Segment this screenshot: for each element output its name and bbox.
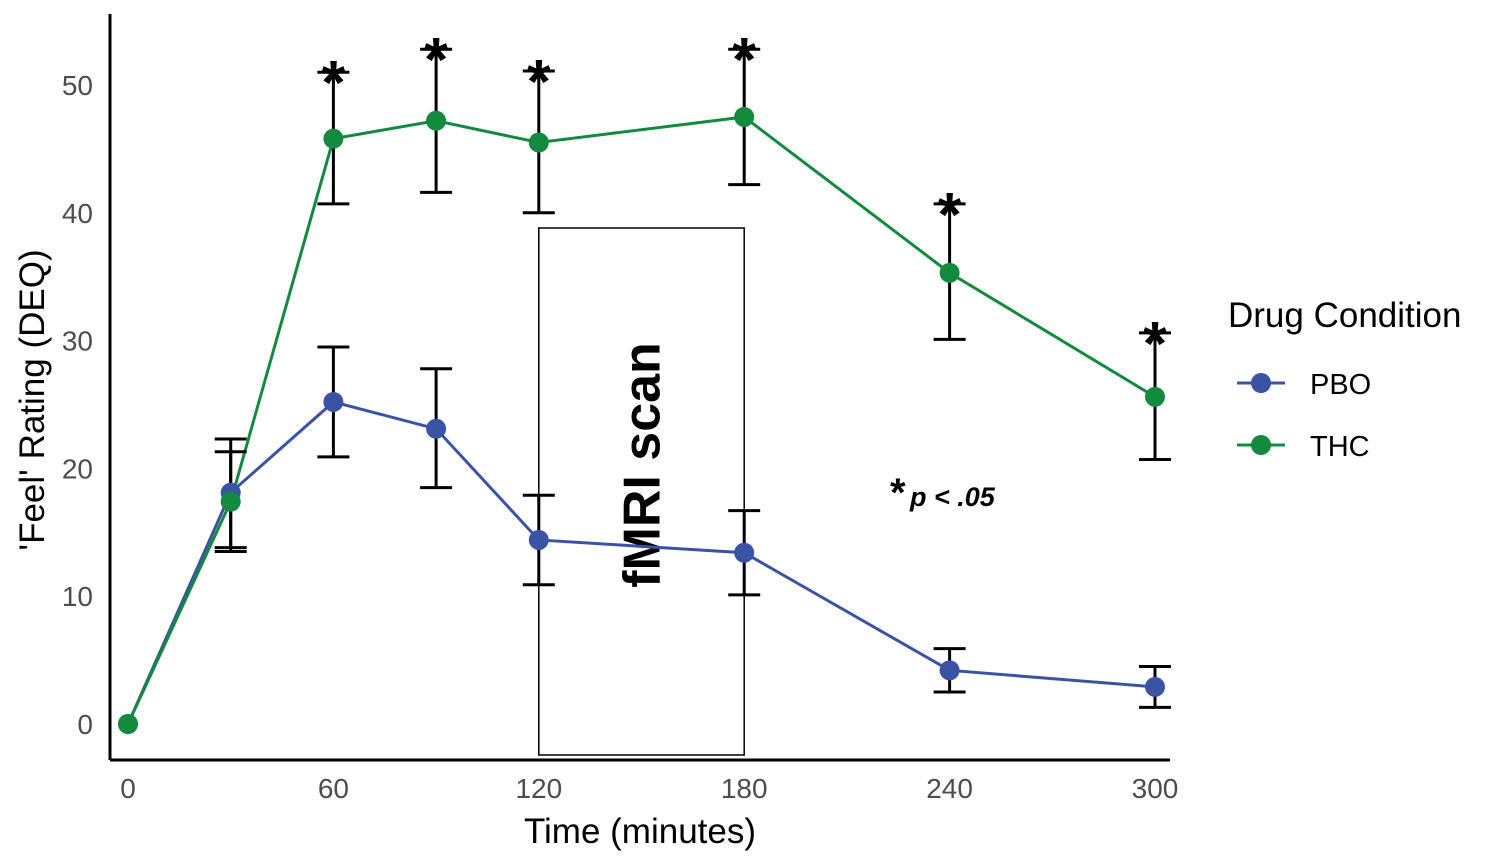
x-tick-label: 180 xyxy=(721,773,768,804)
x-tick-label: 120 xyxy=(515,773,562,804)
data-point xyxy=(528,132,549,153)
significance-star: * xyxy=(527,48,552,117)
data-point xyxy=(734,542,755,563)
significance-star: * xyxy=(1143,310,1168,379)
data-point xyxy=(939,660,960,681)
data-point xyxy=(220,491,241,512)
data-point xyxy=(323,128,344,149)
data-point xyxy=(118,714,138,734)
p-note-star: * xyxy=(890,471,906,515)
significance-star: * xyxy=(424,26,449,95)
legend-label-thc: THC xyxy=(1310,431,1370,463)
significance-star: * xyxy=(321,49,346,118)
x-tick-label: 0 xyxy=(120,773,136,804)
y-axis-ticks: 0 10 20 30 40 50 xyxy=(62,70,93,740)
x-tick-label: 300 xyxy=(1132,773,1179,804)
y-tick-label: 50 xyxy=(62,70,93,101)
data-point xyxy=(734,106,755,127)
y-tick-label: 40 xyxy=(62,198,93,229)
fmri-scan-box xyxy=(538,227,745,756)
series-layer xyxy=(118,47,1171,734)
p-note-text: p < .05 xyxy=(909,482,996,512)
y-tick-label: 30 xyxy=(62,326,93,357)
legend-swatch-dot xyxy=(1251,435,1271,455)
series-line xyxy=(126,115,1156,725)
y-tick-label: 20 xyxy=(62,453,93,484)
legend-item-pbo: PBO xyxy=(1237,369,1371,401)
series-line xyxy=(126,400,1156,725)
x-tick-label: 240 xyxy=(926,773,973,804)
y-axis-title: 'Feel' Rating (DEQ) xyxy=(13,249,52,550)
fmri-scan-label: fMRI scan xyxy=(614,342,672,588)
significance-star: * xyxy=(938,181,963,250)
significance-star: * xyxy=(732,26,757,95)
data-point xyxy=(528,529,549,550)
data-point xyxy=(426,418,447,439)
legend-title: Drug Condition xyxy=(1228,296,1461,335)
data-point xyxy=(426,110,447,131)
x-axis-title: Time (minutes) xyxy=(524,812,756,851)
legend: Drug Condition PBO THC xyxy=(1228,296,1461,463)
legend-item-thc: THC xyxy=(1237,431,1370,463)
significance-markers: * * * * * * xyxy=(321,26,1168,379)
legend-label-pbo: PBO xyxy=(1310,369,1371,401)
y-tick-label: 0 xyxy=(77,709,93,740)
x-tick-label: 60 xyxy=(318,773,349,804)
data-point xyxy=(939,262,960,283)
series-points-thc xyxy=(118,106,1165,734)
data-point xyxy=(323,391,344,412)
x-axis-ticks: 0 60 120 180 240 300 xyxy=(120,773,1178,804)
data-point xyxy=(1145,676,1165,697)
legend-swatch-dot xyxy=(1251,373,1271,393)
data-point xyxy=(1145,386,1165,407)
y-tick-label: 10 xyxy=(62,581,93,612)
